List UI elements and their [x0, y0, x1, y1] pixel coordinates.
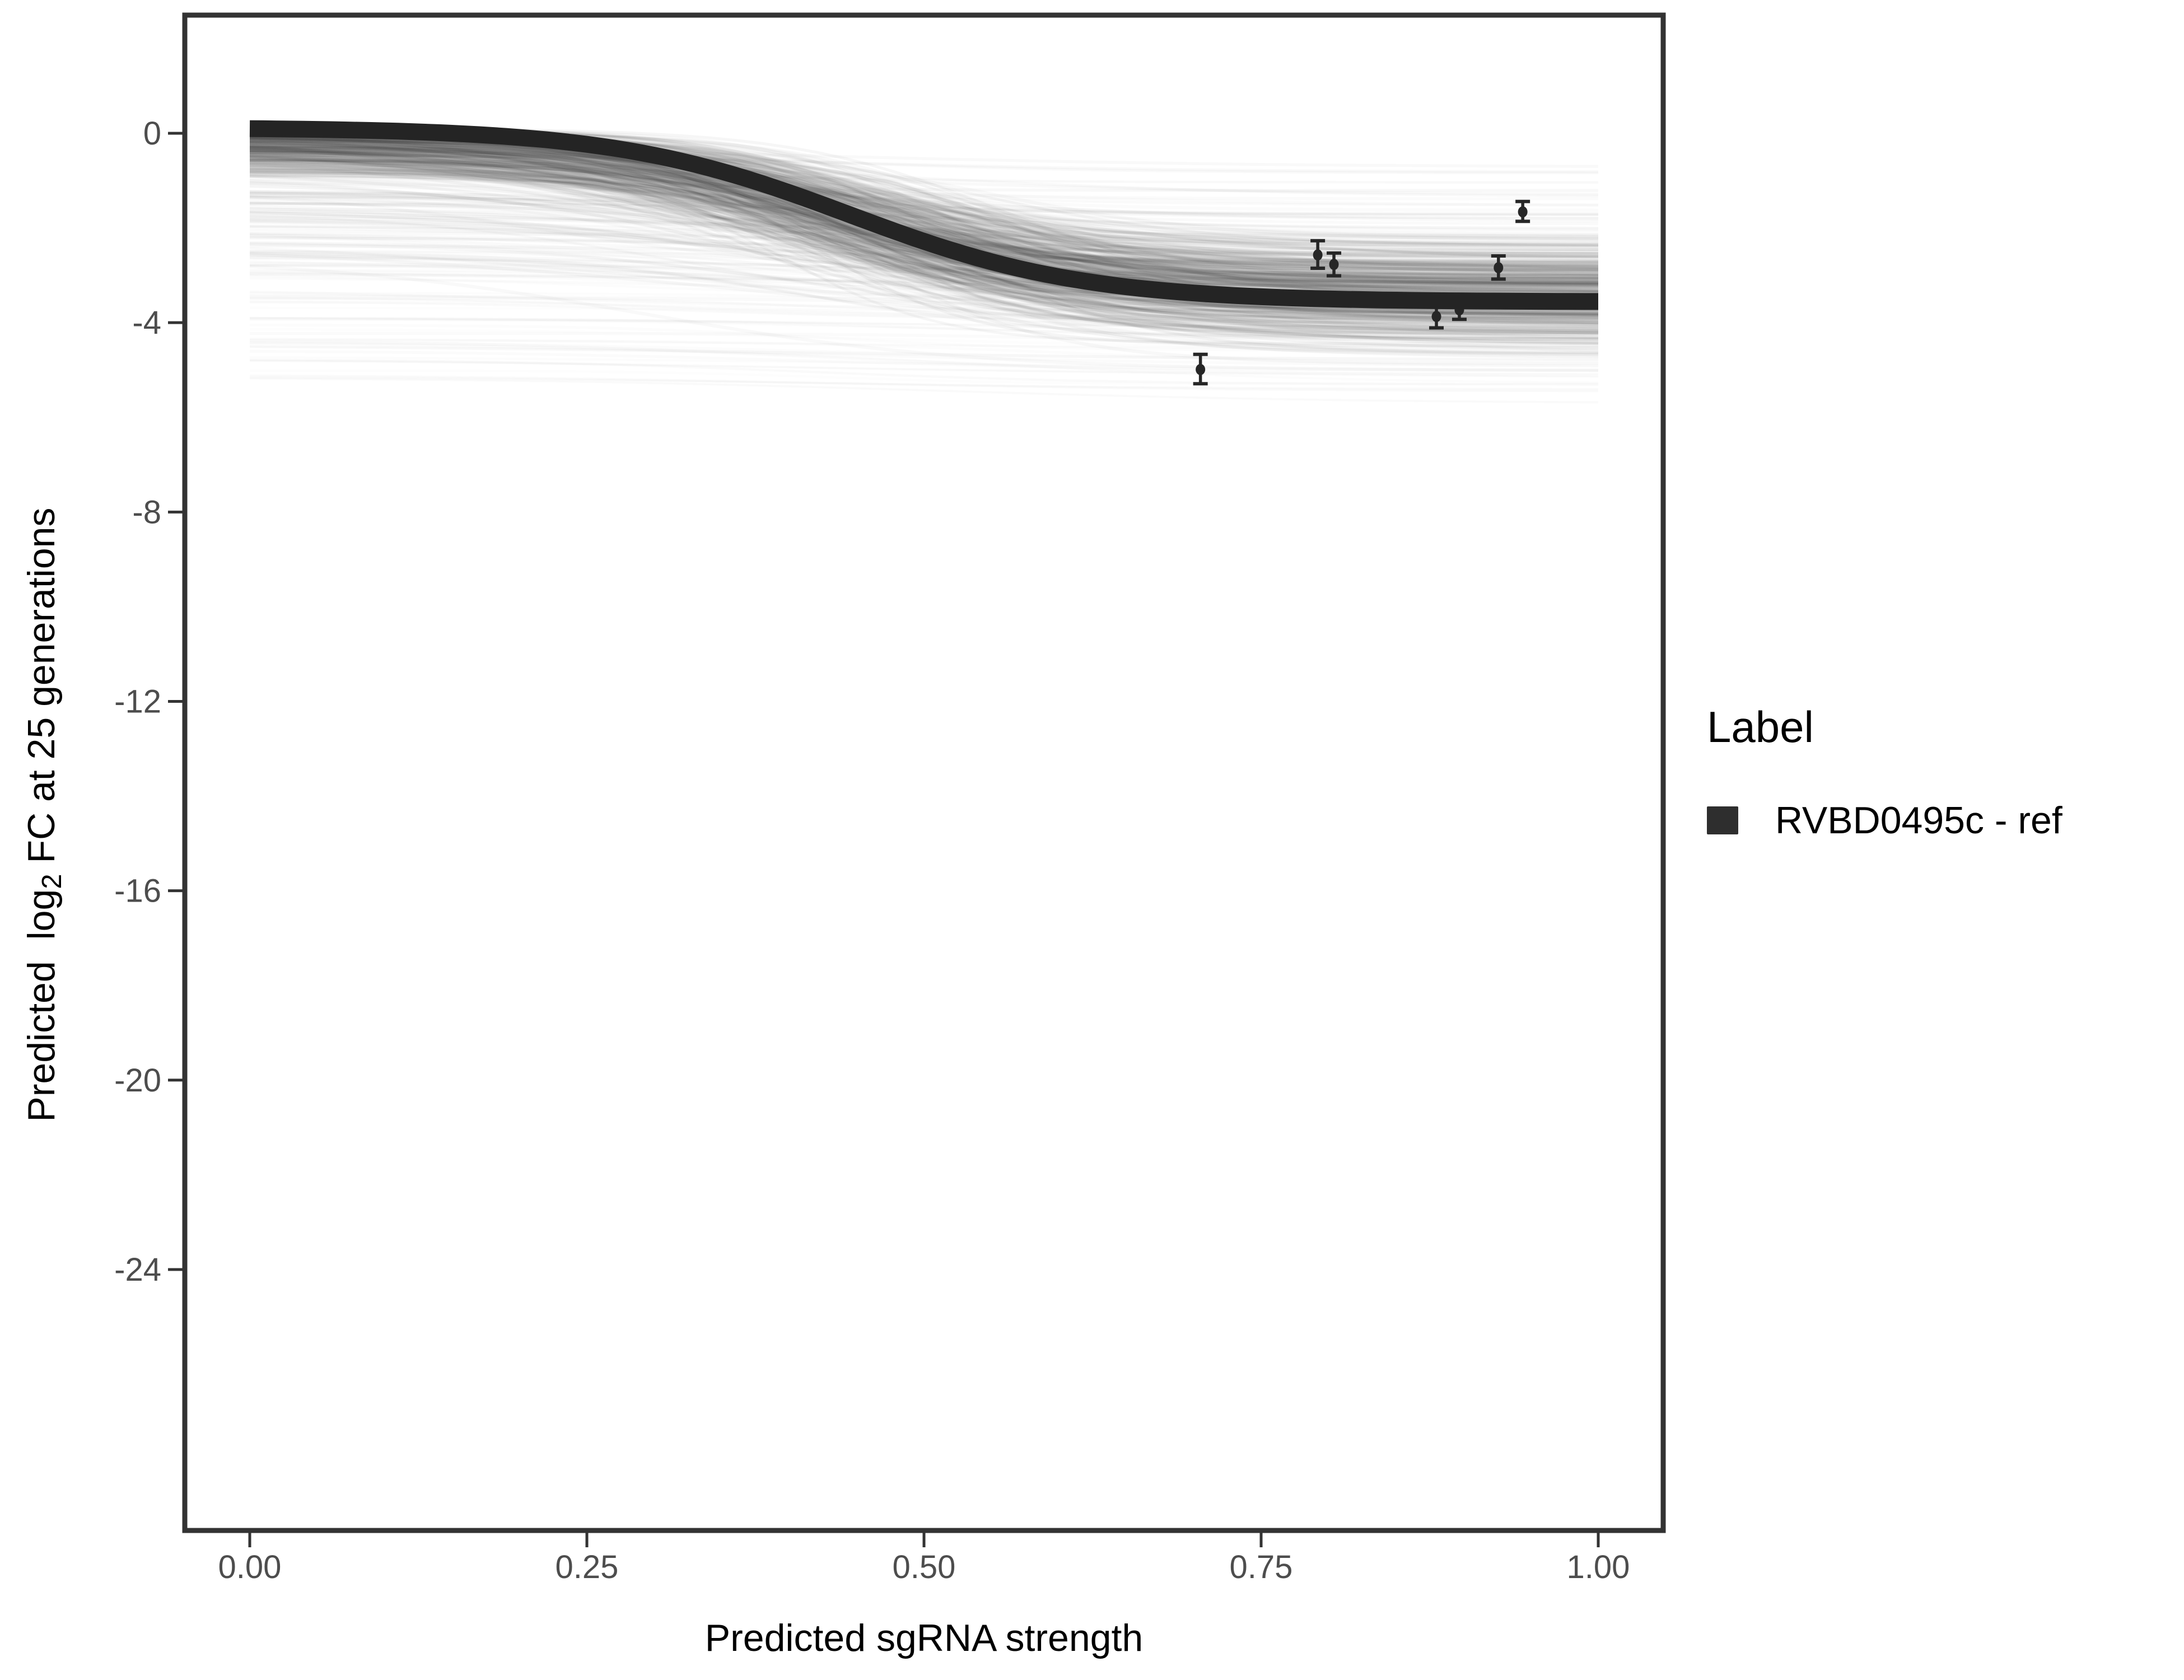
- posterior-sample-line: [249, 142, 1599, 273]
- posterior-sample-line: [249, 149, 1599, 317]
- posterior-sample-line: [249, 148, 1599, 344]
- posterior-sample-line: [249, 136, 1599, 286]
- y-tick-label: -24: [114, 1252, 161, 1288]
- y-tick-label: -4: [132, 305, 161, 341]
- data-point-dot: [1313, 249, 1323, 261]
- error-bar-point: [1327, 251, 1342, 278]
- posterior-sample-line: [249, 164, 1599, 346]
- posterior-sample-line: [249, 184, 1599, 358]
- posterior-sample-line: [250, 158, 1598, 259]
- posterior-sample-line: [249, 134, 1599, 334]
- plot-panel-border: [182, 12, 1666, 1533]
- data-point-dot: [1518, 206, 1528, 218]
- x-tick-label: 0.25: [556, 1549, 619, 1585]
- posterior-sample-line: [249, 156, 1599, 270]
- posterior-sample-line: [249, 158, 1599, 344]
- y-axis-title-text-2: FC at 25 generations: [20, 507, 63, 874]
- posterior-sample-line: [249, 142, 1599, 269]
- posterior-sample-line: [250, 151, 1598, 264]
- posterior-sample-line: [249, 137, 1598, 318]
- posterior-sample-line: [249, 153, 1599, 339]
- posterior-sample-line: [249, 145, 1599, 267]
- posterior-sample-line: [249, 143, 1599, 258]
- posterior-sample-line: [249, 159, 1599, 279]
- posterior-sample-line: [249, 142, 1599, 276]
- error-bar-point: [1193, 352, 1208, 386]
- posterior-sample-line: [249, 155, 1599, 278]
- legend-item: RVBD0495c - ref: [1707, 799, 2062, 842]
- error-bar-point: [1491, 254, 1506, 281]
- y-tick-label: 0: [143, 115, 161, 152]
- posterior-sample-line: [249, 144, 1599, 335]
- legend-title: Label: [1707, 702, 1814, 752]
- y-tick-label: -8: [132, 494, 161, 530]
- x-tick-label: 0.50: [893, 1549, 956, 1585]
- y-axis-title-subscript: 2: [37, 874, 68, 889]
- y-tick-label: -16: [114, 873, 161, 909]
- posterior-sample-line: [249, 159, 1598, 282]
- posterior-sample-line: [249, 137, 1599, 281]
- x-axis-title: Predicted sgRNA strength: [704, 1617, 1144, 1659]
- posterior-sample-line: [249, 166, 1599, 318]
- posterior-sample-line: [249, 150, 1599, 258]
- data-point-dot: [1494, 262, 1504, 274]
- posterior-sample-line: [249, 138, 1598, 292]
- x-tick-label: 0.75: [1230, 1549, 1293, 1585]
- data-point-dot: [1431, 311, 1441, 323]
- posterior-sample-line: [249, 164, 1599, 263]
- data-point-dot: [1196, 363, 1206, 375]
- reference-curve-layer: [249, 120, 1598, 310]
- posterior-sample-line: [249, 155, 1599, 316]
- posterior-sample-line: [249, 162, 1599, 316]
- posterior-sample-line: [249, 140, 1599, 333]
- axes-layer: 0.00 0.25 0.50 0.75 1.00 0 -4 -8 -12 -16 -20 -24: [114, 12, 1666, 1585]
- error-bar-point: [1310, 239, 1326, 270]
- legend-key-square: [1707, 806, 1738, 834]
- posterior-sample-line: [249, 146, 1599, 259]
- posterior-sample-line: [249, 143, 1599, 341]
- y-axis-title-text: Predicted log: [20, 889, 63, 1122]
- posterior-sample-line: [249, 147, 1599, 324]
- posterior-sample-line: [249, 156, 1599, 316]
- posterior-sample-line: [249, 138, 1599, 300]
- legend: Label RVBD0495c - ref: [1707, 704, 2062, 842]
- y-tick-label: -20: [114, 1062, 161, 1099]
- posterior-sample-line: [249, 138, 1598, 319]
- posterior-sample-line: [249, 139, 1599, 284]
- legend-item-label: RVBD0495c - ref: [1775, 799, 2062, 842]
- posterior-sample-line: [249, 155, 1599, 329]
- posterior-sample-line: [249, 170, 1599, 334]
- posterior-sample-line: [249, 139, 1599, 311]
- y-tick-label: -12: [114, 683, 161, 720]
- posterior-sample-line: [249, 156, 1599, 298]
- posterior-sample-line: [250, 146, 1598, 270]
- posterior-sample-line: [249, 148, 1599, 340]
- posterior-sample-line: [249, 149, 1599, 328]
- posterior-samples-layer: [249, 125, 1599, 358]
- error-bar-point: [1515, 199, 1530, 223]
- posterior-sample-line: [249, 139, 1598, 263]
- posterior-sample-line: [249, 147, 1599, 334]
- y-axis-title: Predicted log2 FC at 25 generations: [20, 508, 68, 1122]
- posterior-sample-line: [249, 141, 1599, 330]
- posterior-sample-line: [249, 138, 1599, 259]
- x-tick-label: 1.00: [1567, 1549, 1630, 1585]
- reference-curve-path: [249, 120, 1598, 310]
- posterior-sample-line: [249, 168, 1598, 279]
- posterior-sample-line: [249, 175, 1599, 292]
- posterior-sample-line: [249, 136, 1599, 276]
- posterior-sample-line: [249, 146, 1599, 284]
- posterior-sample-line: [249, 143, 1599, 300]
- data-point-dot: [1329, 259, 1339, 270]
- x-tick-label: 0.00: [218, 1549, 282, 1585]
- posterior-sample-line: [249, 171, 1598, 345]
- posterior-sample-line: [249, 165, 1599, 326]
- posterior-sample-line: [249, 162, 1599, 286]
- posterior-sample-line: [249, 133, 1599, 319]
